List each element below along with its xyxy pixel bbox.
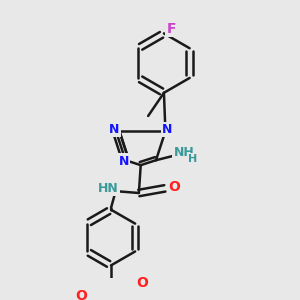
Text: NH: NH bbox=[173, 146, 194, 159]
Text: N: N bbox=[162, 123, 172, 136]
Text: O: O bbox=[136, 276, 148, 290]
Text: HN: HN bbox=[98, 182, 118, 195]
Text: O: O bbox=[75, 289, 87, 300]
Text: N: N bbox=[118, 154, 129, 168]
Text: H: H bbox=[188, 154, 198, 164]
Text: F: F bbox=[167, 22, 176, 36]
Text: N: N bbox=[109, 123, 119, 136]
Text: O: O bbox=[168, 180, 180, 194]
